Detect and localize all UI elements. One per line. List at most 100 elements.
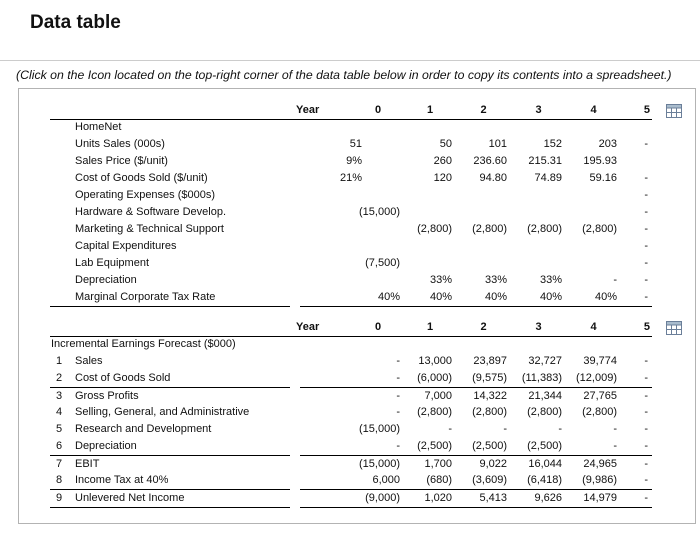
header-spacer <box>50 318 68 337</box>
year-5-value <box>621 153 652 170</box>
table-header-row: Year 0 1 2 3 4 5 <box>50 318 685 337</box>
year-5-value: - <box>644 189 648 201</box>
year-2-value <box>456 204 511 221</box>
year-1-value: 33% <box>429 274 452 286</box>
icon-spacer <box>652 153 685 170</box>
row-number: 6 <box>55 440 63 452</box>
row-label: Operating Expenses ($000s) <box>75 189 216 201</box>
year-3-value: 215.31 <box>528 155 562 167</box>
copy-icon-cell <box>652 101 685 120</box>
row-number: 4 <box>55 406 63 418</box>
year-4-value: (9,986) <box>582 474 617 486</box>
year-header-label: Year <box>290 101 352 120</box>
year-1-value: 1,020 <box>404 489 456 508</box>
year-5-value: - <box>644 257 648 269</box>
icon-spacer <box>652 187 685 204</box>
icon-spacer <box>652 404 685 421</box>
row-number <box>50 289 68 307</box>
copy-to-spreadsheet-icon[interactable] <box>666 103 682 118</box>
year-0-value: - <box>396 372 400 384</box>
year-1-value: - <box>448 423 452 435</box>
row-label: Depreciation <box>75 440 137 452</box>
year-1-value <box>404 204 456 221</box>
year-4-value <box>566 238 621 255</box>
row-label: Income Tax at 40% <box>75 474 169 486</box>
year-col-header-4: 4 <box>566 101 621 120</box>
year-2-value: (9,575) <box>472 372 507 384</box>
header-spacer <box>68 101 290 120</box>
param-value: 21% <box>339 172 362 184</box>
icon-spacer <box>652 136 685 153</box>
icon-spacer <box>652 238 685 255</box>
year-4-value: (2,800) <box>582 223 617 235</box>
year-2-value: 14,322 <box>456 387 511 405</box>
year-col-header-0: 0 <box>352 101 404 120</box>
row-label: Research and Development <box>75 423 212 435</box>
year-4-value <box>566 204 621 221</box>
row-label: Sales <box>75 355 103 367</box>
row-number: 5 <box>55 423 63 435</box>
year-col-header-2: 2 <box>456 101 511 120</box>
param-value <box>300 255 362 272</box>
row-number <box>50 136 68 153</box>
param-value <box>300 272 362 289</box>
year-1-value: (680) <box>426 474 452 486</box>
year-3-value: 16,044 <box>511 455 566 473</box>
table-row: Lab Equipment (7,500) - <box>50 255 685 272</box>
year-3-value: (11,383) <box>521 372 562 384</box>
year-1-value: 40% <box>404 289 456 307</box>
row-number <box>50 255 68 272</box>
icon-spacer <box>652 438 685 455</box>
year-0-value: - <box>352 387 404 405</box>
table-row: 7 EBIT (15,000) 1,700 9,022 16,044 24,96… <box>50 455 685 472</box>
year-4-value: - <box>613 274 617 286</box>
row-label: Gross Profits <box>68 387 290 405</box>
year-3-value: 32,727 <box>528 355 562 367</box>
row-label: EBIT <box>68 455 290 473</box>
row-label: Depreciation <box>75 274 137 286</box>
year-2-value: (2,500) <box>472 440 507 452</box>
year-3-value <box>511 238 566 255</box>
row-number: 3 <box>50 387 68 405</box>
year-5-value: - <box>644 274 648 286</box>
row-label: Capital Expenditures <box>75 240 177 252</box>
year-1-value: (2,800) <box>417 406 452 418</box>
title-divider <box>0 60 700 61</box>
section-label-row: Incremental Earnings Forecast ($000) <box>50 336 685 353</box>
table-row: 1 Sales - 13,000 23,897 32,727 39,774 - <box>50 353 685 370</box>
param-value <box>300 421 362 438</box>
row-number <box>50 238 68 255</box>
year-4-value: 195.93 <box>583 155 617 167</box>
year-3-value: 33% <box>539 274 562 286</box>
icon-spacer <box>652 255 685 272</box>
copy-icon-cell <box>652 318 685 337</box>
year-col-header-0: 0 <box>352 318 404 337</box>
year-2-value: 40% <box>456 289 511 307</box>
incremental-earnings-table: Year 0 1 2 3 4 5 Incremental Earnings Fo… <box>50 318 685 508</box>
table-row: 2 Cost of Goods Sold - (6,000) (9,575) (… <box>50 370 685 387</box>
year-col-header-3: 3 <box>511 318 566 337</box>
year-5-value: - <box>621 289 652 307</box>
year-4-value: 39,774 <box>583 355 617 367</box>
icon-spacer <box>652 370 685 387</box>
row-number: 9 <box>50 489 68 508</box>
row-number <box>50 153 68 170</box>
row-number <box>50 272 68 289</box>
year-2-value: 9,022 <box>456 455 511 473</box>
table-header-row: Year 0 1 2 3 4 5 <box>50 101 685 120</box>
row-number <box>50 221 68 238</box>
year-2-value: - <box>503 423 507 435</box>
year-col-header-5: 5 <box>621 318 652 337</box>
row-number: 1 <box>55 355 63 367</box>
icon-spacer <box>652 272 685 289</box>
copy-to-spreadsheet-icon[interactable] <box>666 320 682 335</box>
table-row: Units Sales (000s) 51 50 101 152 203 - <box>50 136 685 153</box>
param-value: 9% <box>346 155 362 167</box>
year-4-value: (12,009) <box>576 372 617 384</box>
year-2-value: 94.80 <box>479 172 507 184</box>
table-row: Sales Price ($/unit) 9% 260 236.60 215.3… <box>50 153 685 170</box>
row-label: Units Sales (000s) <box>75 138 165 150</box>
icon-spacer <box>652 489 685 508</box>
param-value <box>300 387 362 405</box>
year-0-value: 6,000 <box>372 474 400 486</box>
